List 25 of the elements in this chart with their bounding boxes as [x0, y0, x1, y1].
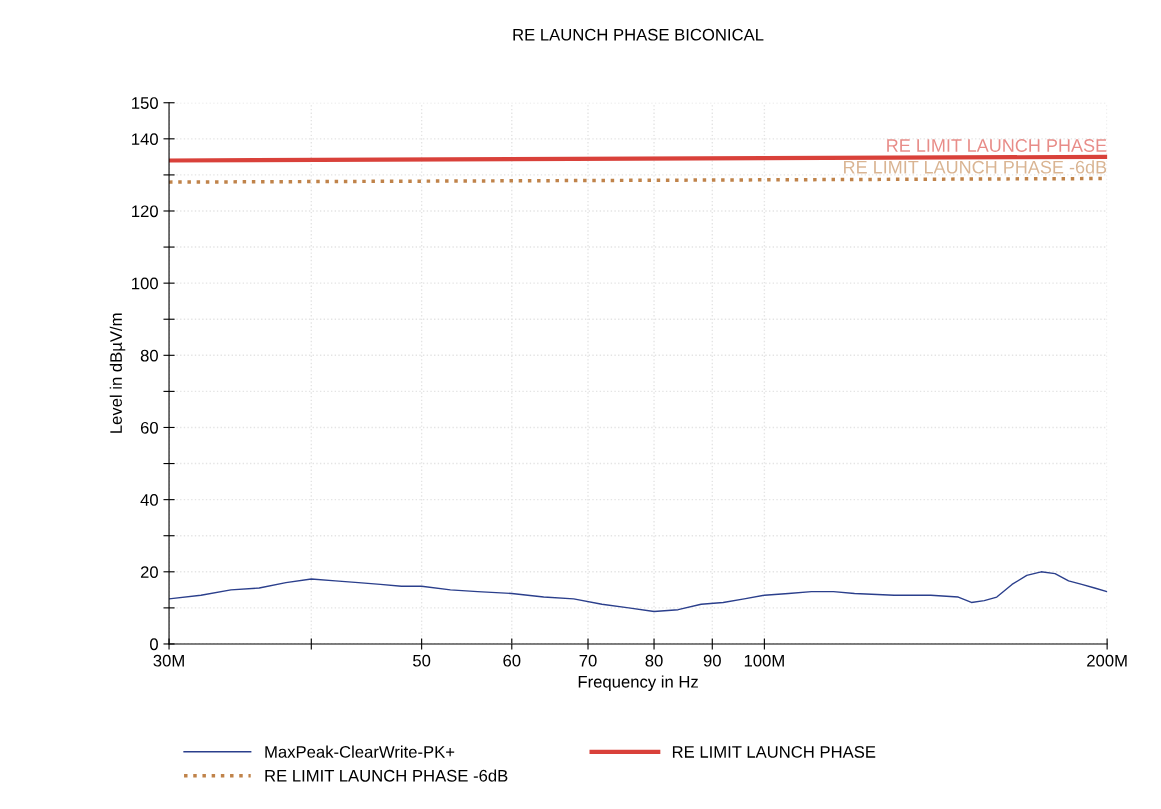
legend-label: MaxPeak-ClearWrite-PK+: [265, 745, 455, 758]
chart-title: RE LAUNCH PHASE BICONICAL: [513, 28, 764, 41]
y-axis-title: Level in dBµV/m: [109, 313, 126, 433]
y-tick-label: 40: [140, 494, 158, 506]
legend-label: RE LIMIT LAUNCH PHASE: [672, 746, 876, 758]
x-tick-label: 50: [413, 654, 431, 667]
x-tick-label: 90: [703, 654, 721, 667]
x-tick-label: 60: [503, 654, 521, 667]
text: RE LIMIT LAUNCH PHASE: [887, 139, 1107, 152]
y-tick-label: 120: [132, 205, 158, 218]
x-axis-title: Frequency in Hz: [578, 675, 698, 692]
x-tick-label: 70: [579, 654, 597, 667]
y-tick-label: 100: [132, 277, 158, 290]
y-tick-label: 80: [140, 349, 158, 362]
y-tick-label: 150: [132, 97, 158, 109]
y-tick-label: 0: [150, 638, 158, 651]
y-tick-label: 20: [140, 566, 158, 578]
y-tick-label: 140: [132, 133, 158, 146]
x-tick-label: 30M: [153, 654, 184, 667]
x-tick-label: 200M: [1087, 654, 1127, 667]
x-tick-label: 100M: [744, 654, 784, 667]
y-tick-label: 60: [140, 421, 158, 434]
legend-label: RE LIMIT LAUNCH PHASE -6dB: [265, 769, 508, 782]
text: RE LIMIT LAUNCH PHASE -6dB: [844, 160, 1107, 174]
x-tick-label: 80: [645, 654, 663, 667]
